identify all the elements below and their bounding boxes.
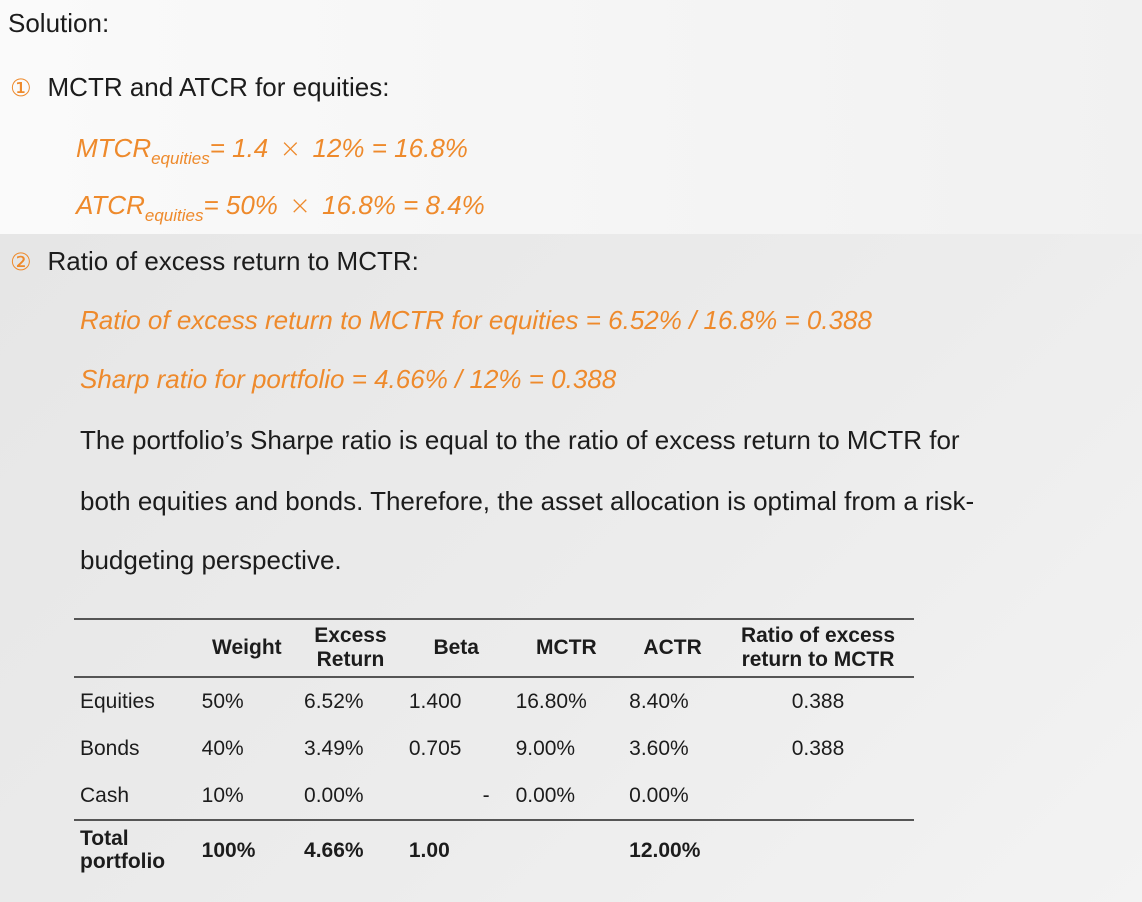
row-label: Bonds (80, 736, 140, 760)
cell-weight: 50% (201, 689, 244, 713)
step-number-1-icon: ① (10, 74, 32, 102)
risk-budget-table: Weight Excess Return Beta MCTR ACTR Rati… (74, 618, 914, 879)
cell-excess-return: 0.00% (304, 783, 364, 807)
header-ratio-label: Ratio of excess return to MCTR (740, 624, 896, 672)
atcr-symbol: ATCR (76, 190, 145, 220)
table-header-row: Weight Excess Return Beta MCTR ACTR Rati… (74, 619, 914, 678)
atcr-formula: ATCRequities= 50% × 16.8% = 8.4% (76, 190, 485, 226)
row-label: Equities (80, 689, 155, 713)
header-empty (74, 619, 196, 677)
mtcr-formula: MTCRequities= 1.4 × 12% = 16.8% (76, 133, 468, 169)
header-excess-return-label: Excess Return (314, 624, 387, 672)
cell-excess-return: 6.52% (304, 689, 364, 713)
table-row: Cash 10% 0.00% - 0.00% 0.00% (74, 772, 914, 821)
header-actr: ACTR (643, 636, 702, 660)
total-mctr (510, 820, 624, 879)
cell-weight: 10% (201, 783, 244, 807)
header-weight: Weight (212, 636, 282, 660)
conclusion-line-1: The portfolio’s Sharpe ratio is equal to… (80, 425, 960, 455)
table-row: Equities 50% 6.52% 1.400 16.80% 8.40% 0.… (74, 677, 914, 725)
total-actr: 12.00% (629, 838, 701, 862)
cell-beta: 1.400 (408, 689, 462, 713)
header-mctr: MCTR (536, 636, 597, 660)
total-label-text: Total portfolio (80, 827, 166, 874)
total-ratio (722, 820, 914, 879)
atcr-eq-part2: 16.8% = 8.4% (314, 190, 485, 220)
cell-beta: - (482, 783, 490, 807)
atcr-eq-part1: = 50% (203, 190, 286, 220)
mtcr-symbol: MTCR (76, 133, 152, 163)
mtcr-eq-part1: = 1.4 (209, 133, 276, 163)
cell-weight: 40% (201, 736, 244, 760)
solution-heading: Solution: (8, 8, 110, 38)
multiply-icon: × (289, 191, 311, 221)
top-band (0, 0, 1142, 234)
cell-excess-return: 3.49% (304, 736, 364, 760)
table-row: Bonds 40% 3.49% 0.705 9.00% 3.60% 0.388 (74, 725, 914, 772)
cell-mctr: 9.00% (515, 736, 576, 760)
mtcr-subscript: equities (151, 149, 210, 168)
cell-actr: 8.40% (629, 689, 689, 713)
cell-ratio (722, 772, 914, 820)
total-beta: 1.00 (408, 838, 450, 862)
cell-mctr: 16.80% (515, 689, 587, 713)
conclusion-line-3: budgeting perspective. (80, 545, 342, 575)
step-number-2-icon: ② (10, 248, 32, 276)
row-label: Cash (80, 783, 130, 807)
cell-ratio: 0.388 (791, 689, 845, 713)
step1-title-line: ① MCTR and ATCR for equities: (10, 72, 389, 103)
header-ratio: Ratio of excess return to MCTR (722, 619, 914, 677)
cell-ratio: 0.388 (791, 736, 845, 760)
conclusion-line-2: both equities and bonds. Therefore, the … (80, 486, 975, 516)
cell-actr: 3.60% (629, 736, 689, 760)
cell-actr: 0.00% (629, 783, 689, 807)
header-beta: Beta (433, 636, 479, 660)
step2-title: Ratio of excess return to MCTR: (47, 246, 419, 276)
bottom-band (0, 234, 1142, 902)
table-total-row: Total portfolio 100% 4.66% 1.00 12.00% (74, 820, 914, 879)
total-weight: 100% (201, 838, 256, 862)
cell-mctr: 0.00% (515, 783, 576, 807)
total-label: Total portfolio (74, 820, 196, 879)
atcr-subscript: equities (144, 206, 204, 225)
total-excess-return: 4.66% (304, 838, 364, 862)
sharpe-ratio-formula: Sharp ratio for portfolio = 4.66% / 12% … (80, 364, 617, 394)
header-excess-return: Excess Return (298, 619, 403, 677)
mtcr-eq-part2: 12% = 16.8% (305, 133, 468, 163)
excess-ratio-formula: Ratio of excess return to MCTR for equit… (80, 305, 872, 335)
cell-beta: 0.705 (408, 736, 462, 760)
multiply-icon: × (279, 134, 302, 164)
step1-title: MCTR and ATCR for equities: (47, 72, 390, 102)
step2-title-line: ② Ratio of excess return to MCTR: (10, 246, 419, 277)
